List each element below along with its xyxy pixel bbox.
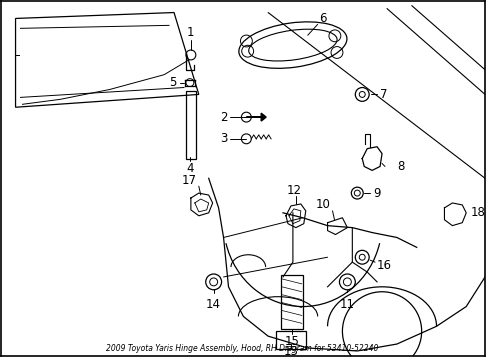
- Bar: [185, 91, 195, 158]
- Text: 9: 9: [372, 186, 380, 199]
- Text: 2009 Toyota Yaris Hinge Assembly, Hood, RH Diagram for 53410-52240: 2009 Toyota Yaris Hinge Assembly, Hood, …: [106, 344, 378, 353]
- Text: 4: 4: [186, 162, 193, 175]
- Text: 15: 15: [284, 334, 299, 348]
- Text: 17: 17: [181, 174, 196, 187]
- Text: 5: 5: [169, 76, 176, 89]
- Text: 1: 1: [187, 26, 194, 39]
- Text: 14: 14: [206, 298, 221, 311]
- Text: 11: 11: [339, 298, 354, 311]
- Bar: [281, 275, 302, 329]
- Text: 18: 18: [469, 206, 484, 219]
- Bar: [276, 331, 305, 349]
- Text: 6: 6: [318, 12, 325, 25]
- Text: 12: 12: [286, 184, 301, 197]
- Text: 13: 13: [283, 346, 298, 359]
- FancyArrow shape: [246, 113, 265, 121]
- Text: 8: 8: [396, 160, 404, 173]
- Text: 7: 7: [379, 88, 387, 101]
- Text: 10: 10: [315, 198, 329, 211]
- Text: 16: 16: [376, 258, 391, 271]
- Text: 3: 3: [220, 132, 227, 145]
- Text: 2: 2: [220, 111, 227, 123]
